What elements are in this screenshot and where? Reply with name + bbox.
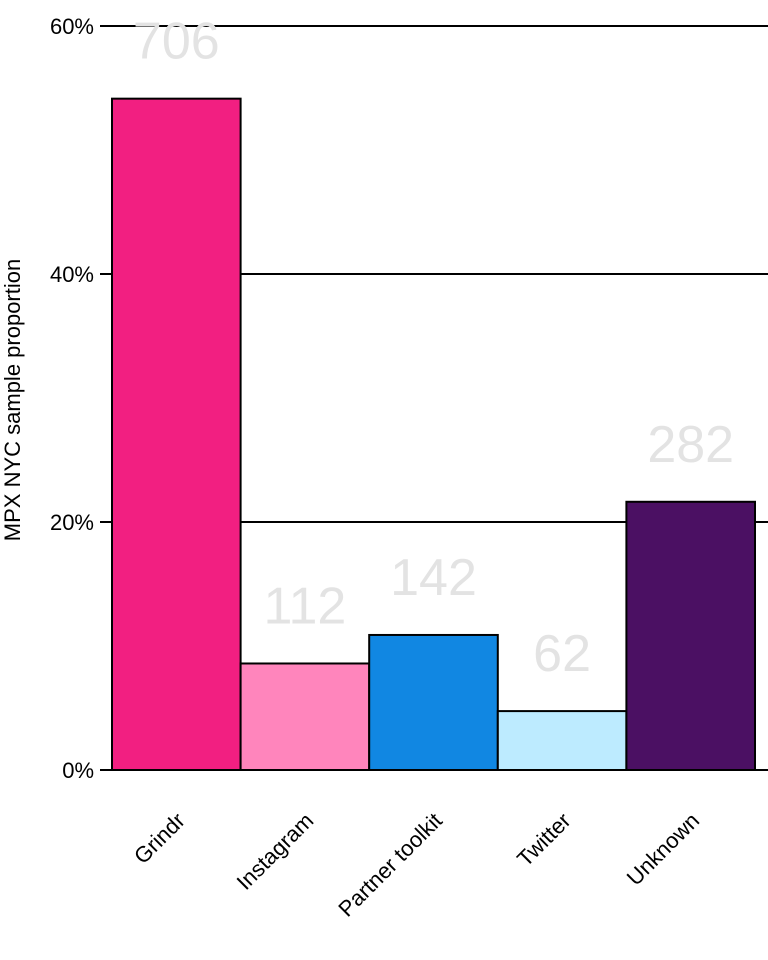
bars	[111, 97, 757, 772]
count-label: 112	[263, 577, 346, 635]
bar-partner-toolkit	[368, 633, 499, 771]
y-tick-label: 0%	[62, 758, 94, 783]
count-label: 142	[390, 549, 477, 607]
y-axis-title: MPX NYC sample proportion	[0, 259, 25, 541]
x-tick-label: Unknown	[622, 808, 705, 891]
y-tick-label: 40%	[50, 262, 94, 287]
bar-twitter	[496, 710, 628, 771]
x-tick-label: Twitter	[512, 808, 575, 871]
bar-unknown	[625, 500, 757, 771]
x-tick-label: Partner toolkit	[333, 808, 447, 922]
count-label: 706	[133, 13, 220, 71]
y-axis: 0% 20% 40% 60%	[50, 14, 112, 783]
x-tick-label: Grindr	[129, 808, 190, 869]
bar-instagram	[239, 662, 371, 772]
x-axis: Grindr Instagram Partner toolkit Twitter Unk…	[129, 808, 704, 922]
count-label: 282	[647, 416, 734, 474]
count-label: 62	[533, 625, 591, 683]
x-tick-label: Instagram	[232, 808, 319, 895]
bar-grindr	[111, 97, 242, 771]
y-tick-label: 20%	[50, 510, 94, 535]
y-tick-label: 60%	[50, 14, 94, 39]
count-labels: 706 112 142 62 282	[133, 13, 734, 683]
